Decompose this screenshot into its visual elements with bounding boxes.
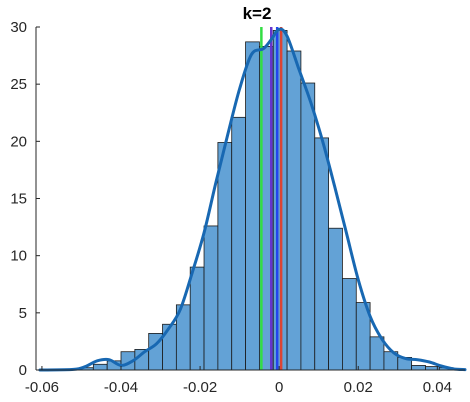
y-tick-label: 30 — [10, 19, 27, 36]
histogram-bar — [162, 323, 177, 371]
y-tick-label: 15 — [10, 191, 27, 208]
x-tick-label: 0.02 — [344, 379, 373, 396]
y-tick-label: 20 — [10, 133, 27, 150]
y-tick-label: 10 — [10, 248, 27, 265]
y-tick-label: 0 — [19, 362, 27, 379]
histogram-bar — [245, 41, 260, 371]
x-axis-ticks: -0.06 -0.04 -0.02 0 0.02 0.04 — [25, 366, 452, 396]
histogram-bar — [314, 137, 329, 371]
histogram-bar — [217, 142, 233, 371]
histogram-bar — [92, 363, 108, 371]
histogram-bar — [203, 225, 219, 371]
histogram-bar — [328, 227, 343, 371]
x-tick-label: -0.02 — [183, 379, 217, 396]
y-tick-label: 5 — [19, 305, 27, 322]
vertical-lines-group — [260, 27, 283, 370]
histogram-bar — [231, 116, 246, 371]
bars-group — [79, 30, 454, 371]
x-tick-label: 0 — [275, 379, 283, 396]
x-tick-label: -0.04 — [104, 379, 138, 396]
histogram-bar — [286, 50, 302, 371]
histogram-bar — [189, 266, 205, 371]
histogram-bar — [342, 278, 357, 371]
y-tick-label: 25 — [10, 76, 27, 93]
histogram-bar — [411, 365, 426, 371]
histogram-bar — [369, 336, 385, 371]
y-axis-ticks: 0 5 10 15 20 25 30 — [10, 19, 40, 379]
chart-title: k=2 — [243, 4, 272, 23]
x-tick-label: 0.04 — [423, 379, 452, 396]
density-curve — [38, 27, 467, 372]
x-tick-label: -0.06 — [25, 379, 59, 396]
histogram-bar — [300, 82, 316, 371]
